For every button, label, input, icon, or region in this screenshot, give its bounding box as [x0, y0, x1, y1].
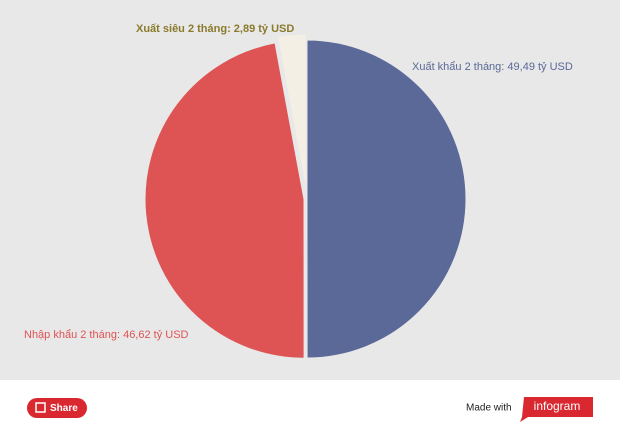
slice-label: Xuất khẩu 2 tháng: 49,49 tỷ USD: [412, 61, 573, 73]
share-button[interactable]: Share: [27, 398, 87, 418]
made-with: Made with: [466, 403, 512, 414]
logo-shape[interactable]: [520, 397, 593, 422]
pie-slice: [306, 39, 467, 359]
slice-label: Nhập khẩu 2 tháng: 46,62 tỷ USD: [24, 329, 189, 341]
slice-label: Xuất siêu 2 tháng: 2,89 tỷ USD: [136, 23, 294, 35]
share-icon[interactable]: [35, 402, 46, 413]
share-label[interactable]: Share: [50, 403, 78, 414]
pie-slice: [276, 33, 307, 194]
footer-background: [0, 380, 620, 422]
logo-text[interactable]: infogram: [534, 399, 581, 413]
infogram-logo[interactable]: infogram: [520, 397, 593, 422]
pie-slice: [144, 42, 305, 359]
